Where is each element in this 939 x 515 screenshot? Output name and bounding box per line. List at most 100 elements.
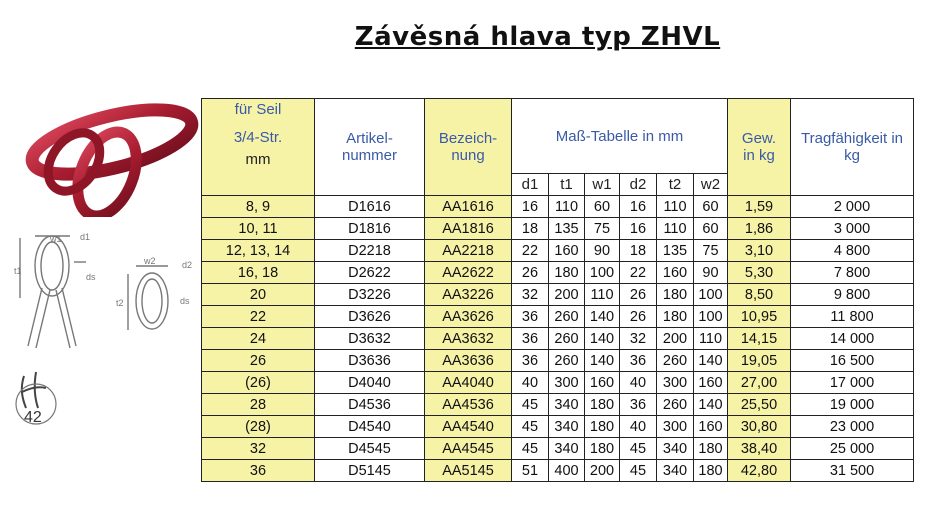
cell-w1: 100: [584, 261, 620, 284]
cell-d2: 32: [619, 327, 657, 350]
header-dim-d1: d1: [511, 173, 549, 196]
cell-d2: 26: [619, 283, 657, 306]
header-bezeichnung: Bezeich-nung: [424, 98, 512, 196]
cell-d2: 36: [619, 393, 657, 416]
table-row: 26 D3636 AA3636 36 260 140 36 260 140 19,05 16 500: [201, 349, 914, 372]
cell-seil: 28: [201, 393, 315, 416]
cell-trag: 3 000: [790, 217, 914, 240]
cell-gew: 1,86: [727, 217, 791, 240]
table-row: (26) D4040 AA4040 40 300 160 40 300 160 27,00 17 0…: [201, 371, 914, 394]
cell-gew: 30,80: [727, 415, 791, 438]
table-row: 8, 9 D1616 AA1616 16 110 60 16 110 60 1,59 2 000: [201, 195, 914, 218]
cell-d2: 45: [619, 459, 657, 482]
page-title: Závěsná hlava typ ZHVL: [354, 22, 721, 52]
cell-d2: 40: [619, 415, 657, 438]
cell-w1: 200: [584, 459, 620, 482]
cell-t1: 260: [548, 349, 585, 372]
dimension-drawing-2: w2 d2 t2 ds: [116, 256, 192, 330]
cell-d2: 16: [619, 217, 657, 240]
cell-d1: 40: [511, 371, 549, 394]
cell-t1: 300: [548, 371, 585, 394]
cell-seil: 26: [201, 349, 315, 372]
cell-w2: 90: [693, 261, 728, 284]
cell-bez: AA4545: [424, 437, 512, 460]
cell-seil: 32: [201, 437, 315, 460]
cell-w1: 75: [584, 217, 620, 240]
cell-t1: 400: [548, 459, 585, 482]
cell-t2: 110: [656, 217, 694, 240]
cell-trag: 2 000: [790, 195, 914, 218]
cell-d2: 45: [619, 437, 657, 460]
cell-trag: 19 000: [790, 393, 914, 416]
cell-seil: (28): [201, 415, 315, 438]
header-dim-w1: w1: [584, 173, 620, 196]
cell-bez: AA2622: [424, 261, 512, 284]
header-gew: Gew. in kg: [727, 98, 791, 196]
cell-artikel: D1616: [314, 195, 425, 218]
cell-gew: 19,05: [727, 349, 791, 372]
label-w2: w2: [143, 256, 156, 266]
cell-artikel: D4545: [314, 437, 425, 460]
cell-trag: 23 000: [790, 415, 914, 438]
cell-w2: 75: [693, 239, 728, 262]
logo-number: 42: [24, 409, 42, 426]
cell-t2: 110: [656, 195, 694, 218]
cell-seil: 8, 9: [201, 195, 315, 218]
cell-w2: 100: [693, 283, 728, 306]
cell-trag: 25 000: [790, 437, 914, 460]
cell-bez: AA4040: [424, 371, 512, 394]
cell-d2: 18: [619, 239, 657, 262]
label-w1: w1: [49, 234, 62, 244]
cell-trag: 9 800: [790, 283, 914, 306]
cell-t2: 135: [656, 239, 694, 262]
cell-w1: 90: [584, 239, 620, 262]
cell-bez: AA1816: [424, 217, 512, 240]
cell-t2: 260: [656, 349, 694, 372]
cell-w1: 180: [584, 437, 620, 460]
cell-bez: AA3626: [424, 305, 512, 328]
cell-d1: 45: [511, 437, 549, 460]
h-42-logo: 42: [15, 371, 57, 426]
cell-t2: 180: [656, 283, 694, 306]
cell-gew: 42,80: [727, 459, 791, 482]
cell-d1: 32: [511, 283, 549, 306]
cell-d1: 36: [511, 327, 549, 350]
cell-gew: 27,00: [727, 371, 791, 394]
cell-bez: AA3636: [424, 349, 512, 372]
cell-w2: 100: [693, 305, 728, 328]
cell-seil: 12, 13, 14: [201, 239, 315, 262]
cell-gew: 3,10: [727, 239, 791, 262]
cell-artikel: D3632: [314, 327, 425, 350]
cell-d2: 36: [619, 349, 657, 372]
small-ring-shape-2: [43, 128, 105, 196]
cell-d1: 45: [511, 415, 549, 438]
cell-d1: 22: [511, 239, 549, 262]
header-dim-t2: t2: [656, 173, 694, 196]
cell-trag: 4 800: [790, 239, 914, 262]
cell-gew: 38,40: [727, 437, 791, 460]
cell-seil: (26): [201, 371, 315, 394]
header-trag: Tragfähigkeit in kg: [790, 98, 914, 196]
cell-t1: 340: [548, 393, 585, 416]
label-t2: t2: [116, 298, 124, 308]
cell-artikel: D4040: [314, 371, 425, 394]
cell-w1: 110: [584, 283, 620, 306]
header-seil: für Seil 3/4-Str. mm: [201, 98, 315, 196]
cell-artikel: D2622: [314, 261, 425, 284]
cell-w2: 140: [693, 393, 728, 416]
cell-seil: 16, 18: [201, 261, 315, 284]
cell-d1: 51: [511, 459, 549, 482]
cell-d1: 18: [511, 217, 549, 240]
table-row: (28) D4540 AA4540 45 340 180 40 300 160 30,80 23 0…: [201, 415, 914, 438]
label-t1: t1: [14, 266, 22, 276]
cell-w1: 160: [584, 371, 620, 394]
cell-trag: 11 800: [790, 305, 914, 328]
cell-w1: 140: [584, 305, 620, 328]
cell-d1: 16: [511, 195, 549, 218]
cell-w2: 160: [693, 415, 728, 438]
cell-gew: 25,50: [727, 393, 791, 416]
header-mass: Maß-Tabelle in mm: [511, 98, 728, 174]
label-ds1: ds: [86, 272, 96, 282]
cell-trag: 17 000: [790, 371, 914, 394]
cell-trag: 16 500: [790, 349, 914, 372]
